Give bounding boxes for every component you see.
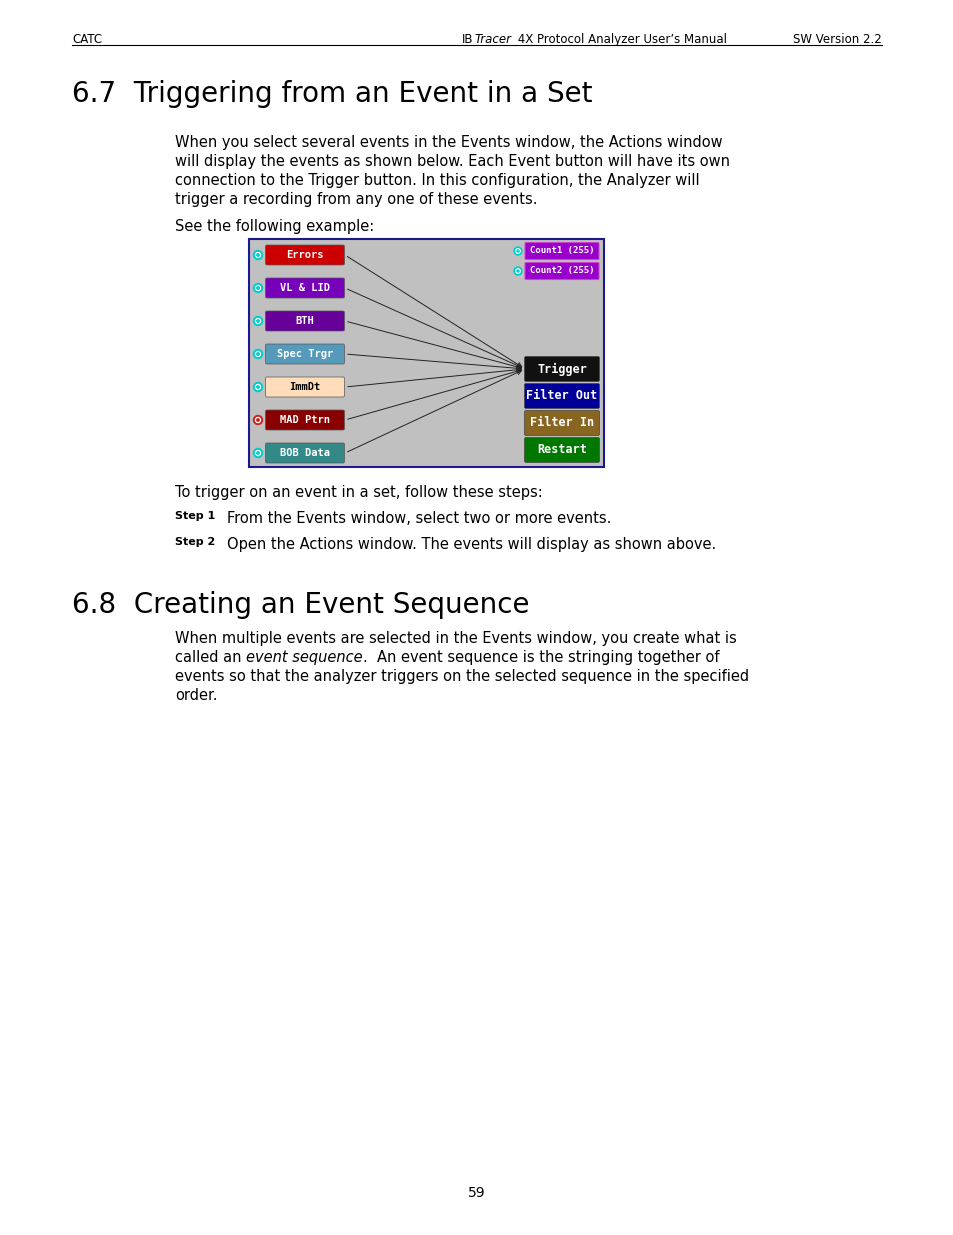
FancyBboxPatch shape [265,345,344,364]
Text: MAD Ptrn: MAD Ptrn [280,415,330,425]
Text: ImmDt: ImmDt [289,382,320,391]
Text: To trigger on an event in a set, follow these steps:: To trigger on an event in a set, follow … [174,485,542,500]
Text: See the following example:: See the following example: [174,219,374,233]
Circle shape [256,385,259,388]
Text: 4X Protocol Analyzer User’s Manual: 4X Protocol Analyzer User’s Manual [514,33,726,46]
Circle shape [256,419,259,421]
FancyBboxPatch shape [265,410,344,430]
Circle shape [514,247,521,254]
FancyBboxPatch shape [524,263,598,279]
Circle shape [253,251,262,259]
Circle shape [256,452,259,454]
FancyBboxPatch shape [265,245,344,266]
Circle shape [255,417,260,422]
FancyBboxPatch shape [524,357,598,382]
Text: .  An event sequence is the stringing together of: . An event sequence is the stringing tog… [362,650,719,664]
FancyBboxPatch shape [265,311,344,331]
Circle shape [517,270,518,272]
Text: called an: called an [174,650,246,664]
Circle shape [255,319,260,324]
FancyBboxPatch shape [524,242,598,259]
Text: 6.7  Triggering from an Event in a Set: 6.7 Triggering from an Event in a Set [71,80,592,107]
Text: Step 2: Step 2 [174,537,215,547]
FancyBboxPatch shape [265,278,344,298]
Circle shape [517,249,518,252]
Circle shape [253,350,262,358]
Text: Restart: Restart [537,443,586,457]
Circle shape [253,383,262,391]
FancyBboxPatch shape [524,437,598,462]
Circle shape [253,316,262,326]
Text: BOB Data: BOB Data [280,448,330,458]
Text: Trigger: Trigger [537,362,586,375]
Text: From the Events window, select two or more events.: From the Events window, select two or mo… [227,511,611,526]
Text: Tracer: Tracer [475,33,512,46]
Bar [249,240,603,467]
Text: Step 1: Step 1 [174,511,215,521]
Circle shape [255,352,260,357]
Text: events so that the analyzer triggers on the selected sequence in the specified: events so that the analyzer triggers on … [174,669,748,684]
Circle shape [514,267,521,275]
Text: connection to the Trigger button. In this configuration, the Analyzer will: connection to the Trigger button. In thi… [174,173,699,188]
Text: BTH: BTH [295,316,314,326]
Text: Filter In: Filter In [529,416,594,430]
Text: trigger a recording from any one of these events.: trigger a recording from any one of thes… [174,191,537,207]
Circle shape [253,415,262,425]
Circle shape [255,451,260,456]
Text: When you select several events in the Events window, the Actions window: When you select several events in the Ev… [174,135,721,149]
Circle shape [256,320,259,322]
Circle shape [253,284,262,293]
Circle shape [253,448,262,457]
Text: 59: 59 [468,1186,485,1200]
Text: IB: IB [461,33,473,46]
Circle shape [255,252,260,258]
Circle shape [256,287,259,289]
Text: event sequence: event sequence [246,650,362,664]
Text: Open the Actions window. The events will display as shown above.: Open the Actions window. The events will… [227,537,716,552]
FancyBboxPatch shape [524,383,598,409]
Circle shape [256,353,259,356]
Circle shape [516,248,519,253]
Text: will display the events as shown below. Each Event button will have its own: will display the events as shown below. … [174,154,729,169]
Text: CATC: CATC [71,33,102,46]
Text: Count1 (255): Count1 (255) [529,247,594,256]
FancyBboxPatch shape [524,410,598,436]
Circle shape [255,285,260,290]
FancyBboxPatch shape [265,443,344,463]
FancyBboxPatch shape [265,377,344,396]
Text: Filter Out: Filter Out [526,389,597,403]
Circle shape [516,269,519,273]
Circle shape [255,384,260,389]
Text: Count2 (255): Count2 (255) [529,267,594,275]
Text: When multiple events are selected in the Events window, you create what is: When multiple events are selected in the… [174,631,736,646]
Text: 6.8  Creating an Event Sequence: 6.8 Creating an Event Sequence [71,592,529,619]
Text: SW Version 2.2: SW Version 2.2 [792,33,882,46]
Text: VL & LID: VL & LID [280,283,330,293]
Circle shape [256,254,259,256]
Text: Errors: Errors [286,249,323,261]
Text: order.: order. [174,688,217,703]
Text: Spec Trgr: Spec Trgr [276,350,333,359]
